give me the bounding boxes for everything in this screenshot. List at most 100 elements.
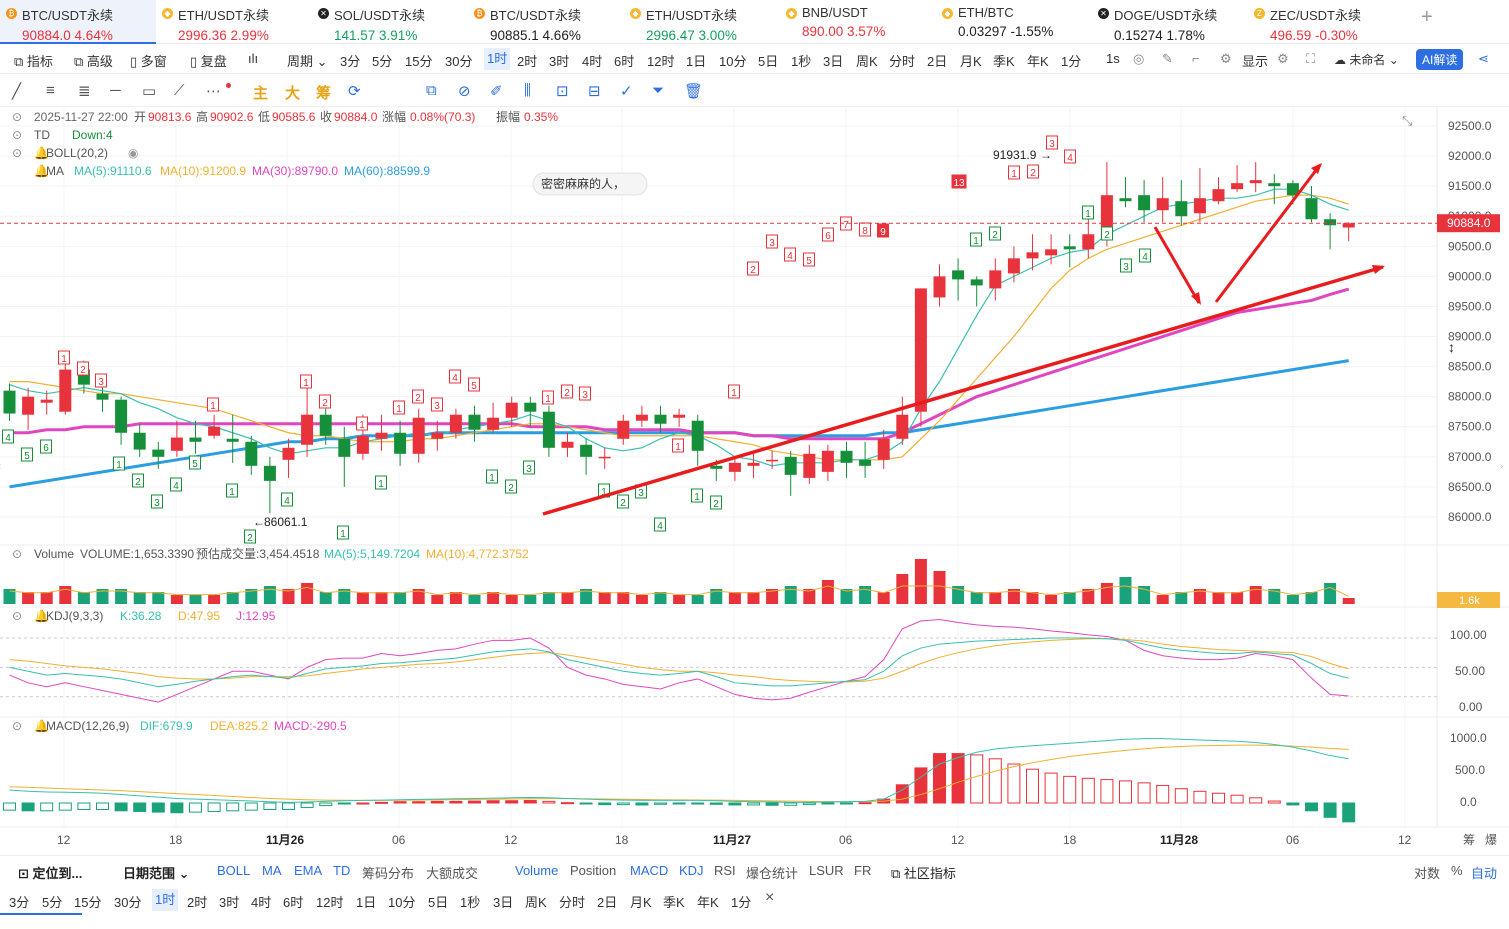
- trendline-icon[interactable]: ╱: [12, 83, 22, 100]
- main-indicator-toggle[interactable]: BOLL: [217, 863, 251, 878]
- period-option[interactable]: 1分: [731, 895, 752, 910]
- scale-option[interactable]: 自动: [1471, 866, 1498, 881]
- settings-icon[interactable]: ⚙: [1220, 51, 1232, 66]
- period-option[interactable]: 3时: [549, 54, 570, 69]
- sub-indicator-toggle[interactable]: Volume: [515, 863, 559, 878]
- time-axis-label[interactable]: 筹: [1463, 833, 1475, 847]
- scroll-right-icon[interactable]: ›: [1500, 461, 1503, 472]
- share-icon[interactable]: ⋖: [1478, 51, 1489, 66]
- main-indicator-toggle[interactable]: 大额成交: [426, 866, 479, 881]
- period-option[interactable]: 3日: [823, 54, 844, 69]
- period-option[interactable]: 周K: [525, 895, 547, 910]
- period-option[interactable]: 月K: [960, 54, 982, 69]
- main-indicator-toggle[interactable]: EMA: [294, 863, 323, 878]
- sub-indicator-toggle[interactable]: Position: [570, 863, 617, 878]
- expand-icon[interactable]: ⤡: [1402, 113, 1413, 128]
- period-option[interactable]: 分时: [559, 895, 586, 910]
- time-axis-label[interactable]: 爆: [1485, 833, 1497, 847]
- period-option[interactable]: 1时: [484, 48, 511, 70]
- period-option[interactable]: 季K: [663, 895, 685, 910]
- lock-icon[interactable]: ⊡: [556, 83, 569, 100]
- symbol-tab[interactable]: Z ZEC/USDT永续 496.59 -0.30%: [1248, 0, 1404, 44]
- sub-indicator-toggle[interactable]: KDJ: [679, 863, 704, 878]
- fullscreen-icon[interactable]: ⛶: [1306, 51, 1316, 66]
- crop-icon[interactable]: ⌐: [1192, 51, 1200, 66]
- period-option[interactable]: 2时: [187, 895, 208, 910]
- symbol-tab[interactable]: ◆ ETH/USDT永续 2996.47 3.00%: [624, 0, 780, 44]
- symbol-tab[interactable]: ◆ ETH/BTC 0.03297 -1.55%: [936, 0, 1092, 44]
- main-indicator-toggle[interactable]: 筹码分布: [362, 866, 415, 881]
- period-option[interactable]: 12时: [647, 54, 675, 69]
- channel-icon[interactable]: ≣: [78, 83, 91, 100]
- period-option[interactable]: 10分: [719, 54, 747, 69]
- bars-icon[interactable]: ⫼: [524, 82, 531, 99]
- period-option[interactable]: 30分: [445, 54, 473, 69]
- sub-indicator-toggle[interactable]: MACD: [630, 863, 669, 878]
- period-option[interactable]: 2日: [927, 54, 948, 69]
- sub-indicator-toggle[interactable]: FR: [854, 863, 872, 878]
- locate-button[interactable]: ⊡ 定位到...: [18, 863, 82, 882]
- period-option[interactable]: 1时: [152, 889, 179, 911]
- period-option[interactable]: 12时: [316, 895, 344, 910]
- gear-icon[interactable]: ⚙: [1277, 51, 1289, 66]
- collapse-icon[interactable]: ⊙: [12, 547, 22, 561]
- period-option[interactable]: 5分: [372, 54, 393, 69]
- period-option[interactable]: 3分: [340, 54, 361, 69]
- period-option[interactable]: 3时: [219, 895, 240, 910]
- period-option[interactable]: 2时: [517, 54, 538, 69]
- period-option[interactable]: 3日: [493, 895, 514, 910]
- drawing-overlay-toggle[interactable]: 大: [285, 85, 301, 102]
- eye-icon[interactable]: ◉: [128, 146, 138, 160]
- period-option[interactable]: 季K: [993, 54, 1015, 69]
- period-option[interactable]: 30分: [114, 895, 142, 910]
- pen-icon[interactable]: ✎: [1162, 51, 1173, 66]
- add-tab-button[interactable]: +: [1421, 6, 1433, 28]
- hline-icon[interactable]: ─: [110, 82, 121, 99]
- magnet-icon[interactable]: ⟳: [348, 83, 361, 100]
- parallel-icon[interactable]: ≡: [46, 82, 55, 99]
- display-button[interactable]: 显示: [1242, 54, 1269, 69]
- ai-analysis-button[interactable]: AI解读: [1416, 49, 1464, 70]
- period-option[interactable]: 15分: [405, 54, 433, 69]
- period-option[interactable]: 15分: [74, 895, 102, 910]
- community-indicator-button[interactable]: ⧉ 社区指标: [891, 863, 956, 882]
- period-option[interactable]: 3分: [9, 895, 30, 910]
- period-option[interactable]: 6时: [283, 895, 304, 910]
- period-option[interactable]: 5日: [428, 895, 449, 910]
- sub-indicator-toggle[interactable]: LSUR: [809, 863, 844, 878]
- period-option[interactable]: 分时: [889, 54, 916, 69]
- period-option[interactable]: 4时: [251, 895, 272, 910]
- collapse-icon[interactable]: ⊙: [12, 128, 22, 142]
- drawing-overlay-toggle[interactable]: 主: [253, 85, 269, 102]
- period-option[interactable]: 月K: [630, 895, 652, 910]
- period-option[interactable]: 1分: [1061, 54, 1082, 69]
- sub-indicator-toggle[interactable]: 爆仓统计: [746, 866, 799, 881]
- symbol-tab[interactable]: ✕ DOGE/USDT永续 0.15274 1.78%: [1092, 0, 1248, 44]
- date-range-dropdown[interactable]: 日期范围 ⌄: [123, 863, 190, 882]
- rect-icon[interactable]: ▭: [142, 83, 157, 100]
- period-option[interactable]: 2日: [597, 895, 618, 910]
- fib-icon[interactable]: ✓: [620, 83, 633, 100]
- note-icon[interactable]: ⊟: [588, 83, 601, 100]
- scroll-left-icon[interactable]: ‹: [0, 461, 1, 472]
- collapse-icon[interactable]: ⊙: [12, 609, 22, 623]
- trash-icon[interactable]: 🗑: [684, 83, 704, 100]
- layout-dropdown[interactable]: ☁ 未命名 ⌄: [1334, 51, 1399, 68]
- comment-bubble[interactable]: [532, 172, 648, 196]
- scale-option[interactable]: 对数: [1414, 866, 1441, 881]
- period-option[interactable]: 1秒: [791, 54, 812, 69]
- main-indicator-toggle[interactable]: MA: [262, 863, 282, 878]
- link-icon[interactable]: ⊘: [458, 83, 471, 100]
- symbol-tab[interactable]: ₿ BTC/USDT永续 90885.1 4.66%: [468, 0, 624, 44]
- period-option[interactable]: 1秒: [460, 895, 481, 910]
- measure-icon[interactable]: ⟋: [174, 82, 185, 99]
- copy-icon[interactable]: ⧉: [426, 82, 437, 99]
- camera-icon[interactable]: ◎: [1133, 51, 1145, 66]
- period-option[interactable]: 5分: [42, 895, 63, 910]
- period-option[interactable]: 周K: [856, 54, 878, 69]
- multi-window-button[interactable]: ▯ 多窗: [130, 51, 167, 70]
- advanced-button[interactable]: ⧉ 高级: [74, 51, 113, 70]
- period-option[interactable]: 4时: [582, 54, 603, 69]
- filter-icon[interactable]: ⏷: [652, 82, 665, 99]
- period-option[interactable]: 5日: [758, 54, 779, 69]
